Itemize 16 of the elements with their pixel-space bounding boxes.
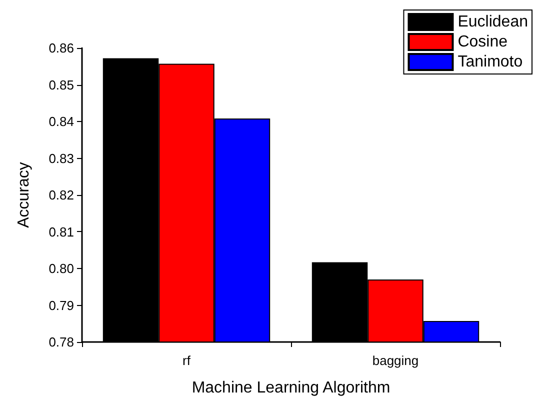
- y-tick-label: 0.78: [48, 334, 74, 350]
- y-tick-label: 0.85: [48, 77, 74, 92]
- y-tick-label: 0.86: [48, 40, 74, 56]
- y-tick-label: 0.79: [48, 298, 74, 313]
- x-axis-title: Machine Learning Algorithm: [192, 380, 390, 396]
- y-tick-label: 0.83: [48, 150, 74, 166]
- y-tick-label: 0.84: [48, 114, 74, 129]
- legend-label: Euclidean: [458, 14, 528, 30]
- y-tick-label: 0.81: [48, 224, 74, 240]
- y-axis-title: Accuracy: [16, 162, 32, 228]
- x-tick-label: bagging: [372, 353, 419, 368]
- legend-label: Tanimoto: [458, 54, 523, 70]
- x-tick-label: rf: [182, 353, 191, 368]
- y-tick-label: 0.82: [48, 188, 74, 202]
- y-tick-label: 0.80: [48, 261, 74, 276]
- legend-label: Cosine: [458, 34, 508, 50]
